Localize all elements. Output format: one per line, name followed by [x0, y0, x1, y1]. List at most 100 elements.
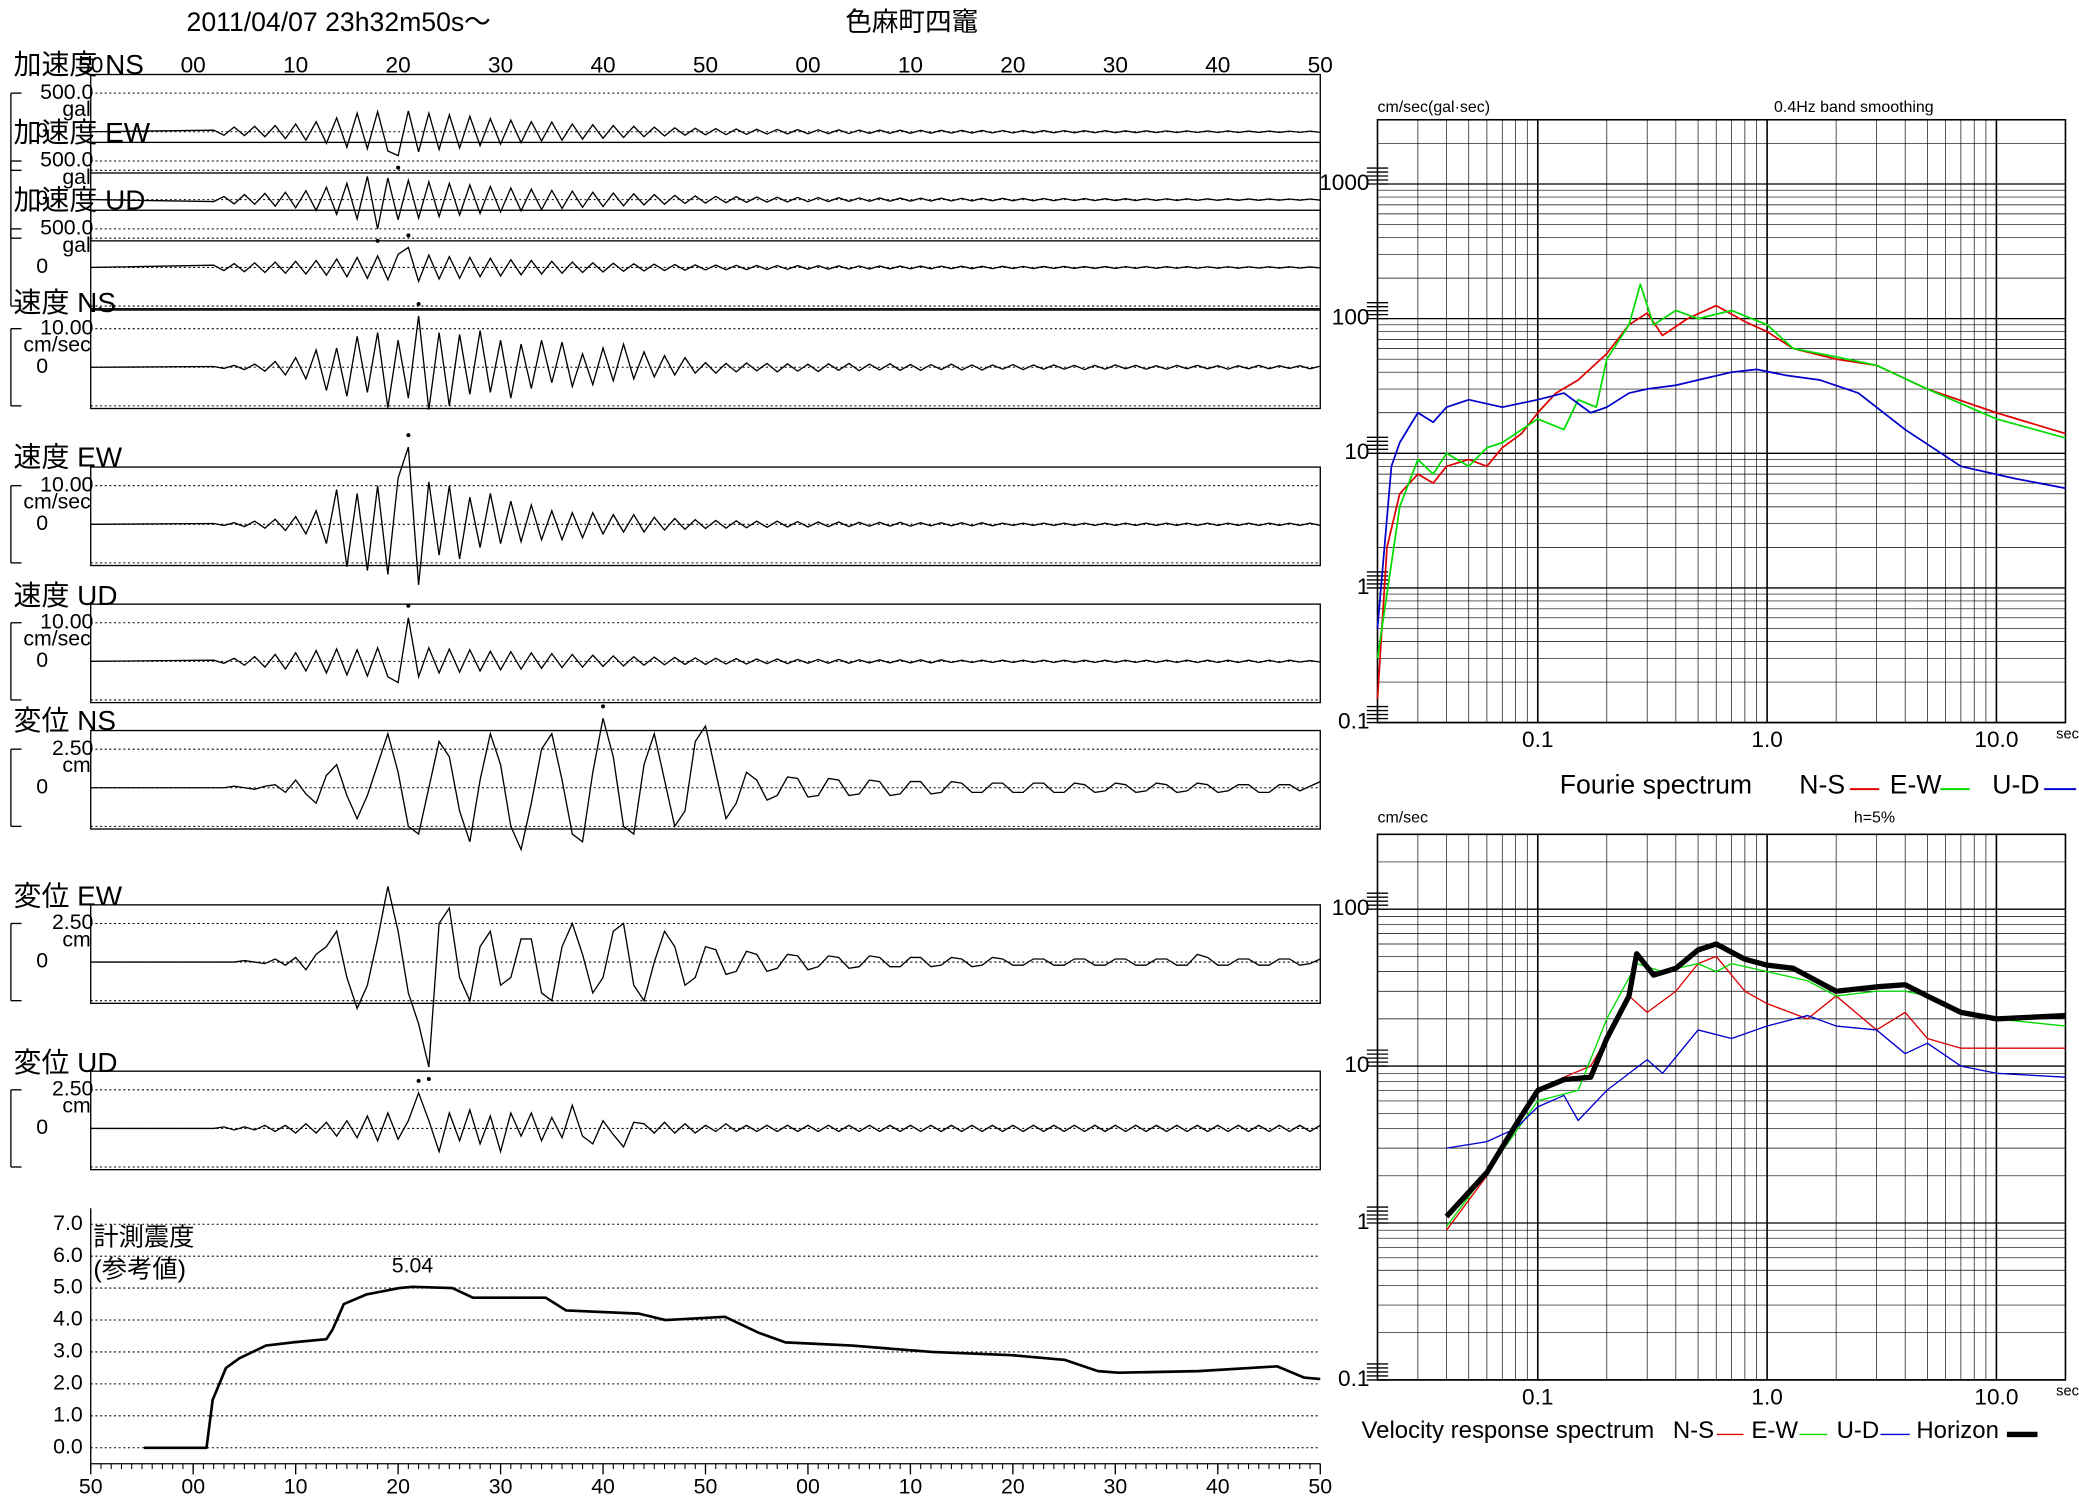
legend-label: U-D	[1837, 1417, 1880, 1444]
peak-dot	[601, 704, 606, 709]
station-name: 色麻町四竈	[845, 7, 978, 37]
scale-label: 0	[36, 774, 48, 798]
x-unit: sec	[2056, 1384, 2079, 1400]
x-tick-label: 20	[1001, 1474, 1025, 1498]
y-axis-note: (参考値)	[93, 1255, 186, 1283]
x-tick-label: 30	[1104, 1474, 1128, 1498]
y-tick-label: 4.0	[53, 1307, 83, 1331]
panel-label: 速度 EW	[14, 441, 123, 472]
panel-label: 加速度 UD	[14, 185, 146, 216]
peak-dot	[406, 233, 411, 238]
panel-label: 変位 NS	[14, 705, 116, 736]
y-unit: cm/sec	[1377, 810, 1428, 827]
scale-label: 10.00	[40, 609, 93, 633]
plot-frame	[1376, 118, 2067, 724]
x-tick-label: 40	[1206, 1474, 1230, 1498]
x-tick-label: 50	[1308, 1474, 1332, 1498]
peak-dot	[426, 1077, 431, 1082]
record-datetime: 2011/04/07 23h32m50s～	[187, 7, 491, 37]
panel-label: 変位 EW	[14, 881, 123, 912]
panel-label: 変位 UD	[14, 1047, 118, 1078]
panel-frame	[90, 73, 1321, 174]
x-tick-label: 1.0	[1751, 1385, 1782, 1410]
scale-label: 500.0	[40, 148, 93, 172]
y-tick-label: 6.0	[53, 1243, 83, 1267]
waveform-trace	[90, 246, 1321, 284]
scale-label: 0	[36, 118, 48, 142]
peak-dot	[406, 433, 411, 438]
y-tick-label: 0.1	[1338, 709, 1369, 734]
x-tick-label: 10.0	[1974, 1385, 2018, 1410]
unit-label: cm/sec	[23, 490, 91, 514]
x-tick-label: 40	[591, 1474, 615, 1498]
scale-label: 10.00	[40, 472, 93, 496]
peak-label: 5.04	[392, 1253, 434, 1277]
panel-frame	[90, 141, 1321, 242]
legend-label: N-S	[1799, 769, 1845, 799]
panel-label: 速度 UD	[14, 580, 118, 611]
y-tick-label: 5.0	[53, 1275, 83, 1299]
panel-frame	[90, 904, 1321, 1004]
panel-frame	[90, 466, 1321, 567]
time-tick-label: 50	[693, 53, 718, 78]
y-tick-label: 1	[1357, 574, 1370, 599]
scale-label: 0	[36, 511, 48, 535]
series-line	[1376, 368, 2066, 629]
time-tick-label: 10	[283, 53, 308, 78]
time-tick-label: 40	[1205, 53, 1230, 78]
series-line	[1444, 941, 2066, 1219]
unit-label: gal	[62, 97, 90, 121]
x-unit: sec	[2056, 726, 2079, 742]
x-tick-label: 1.0	[1751, 727, 1782, 752]
peak-dot	[416, 301, 421, 306]
time-tick-label: 00	[181, 53, 206, 78]
panel-label: 加速度 NS	[14, 49, 144, 80]
time-tick-label: 50	[1308, 53, 1333, 78]
legend-label: E-W	[1751, 1417, 1798, 1444]
x-tick-label: 10	[284, 1474, 308, 1498]
waveform-trace	[90, 109, 1321, 157]
scale-label: 500.0	[40, 216, 93, 240]
waveform-trace	[90, 176, 1321, 230]
time-tick-label: 20	[386, 53, 411, 78]
chart-note: 0.4Hz band smoothing	[1774, 99, 1934, 116]
scale-label: 2.50	[52, 910, 93, 934]
legend-label: E-W	[1890, 769, 1943, 799]
y-tick-label: 10	[1344, 439, 1369, 464]
panel-frame	[90, 309, 1321, 410]
x-tick-label: 0.1	[1522, 727, 1553, 752]
x-tick-label: 10.0	[1974, 727, 2018, 752]
series-line	[144, 1285, 1321, 1450]
legend-label: Horizon	[1916, 1417, 1998, 1444]
panel-frame	[90, 603, 1321, 704]
unit-label: cm	[62, 1094, 90, 1118]
time-tick-label: 40	[590, 53, 615, 78]
x-tick-label: 00	[796, 1474, 820, 1498]
scale-label: 0	[36, 1115, 48, 1139]
y-tick-label: 1000	[1319, 170, 1369, 195]
y-tick-label: 100	[1332, 895, 1370, 920]
scale-label: 500.0	[40, 80, 93, 104]
y-tick-label: 0.1	[1338, 1366, 1369, 1391]
series-line	[1376, 304, 2066, 699]
waveform-trace	[90, 718, 1321, 852]
legend-title: Fourie spectrum	[1560, 769, 1752, 799]
time-tick-label: 20	[1000, 53, 1025, 78]
waveform-trace	[90, 617, 1321, 684]
y-tick-label: 3.0	[53, 1339, 83, 1363]
x-tick-label: 50	[694, 1474, 718, 1498]
waveform-trace	[90, 1090, 1321, 1155]
scale-label: 2.50	[52, 1076, 93, 1100]
y-tick-label: 1	[1357, 1209, 1370, 1234]
unit-label: cm	[62, 753, 90, 777]
x-tick-label: 50	[79, 1474, 103, 1498]
series-line	[1445, 962, 2066, 1227]
y-tick-label: 2.0	[53, 1371, 83, 1395]
y-axis-title: 計測震度	[93, 1224, 194, 1252]
x-tick-label: 10	[899, 1474, 923, 1498]
panel-label: 加速度 EW	[14, 117, 151, 148]
scale-label: 0	[36, 186, 48, 210]
